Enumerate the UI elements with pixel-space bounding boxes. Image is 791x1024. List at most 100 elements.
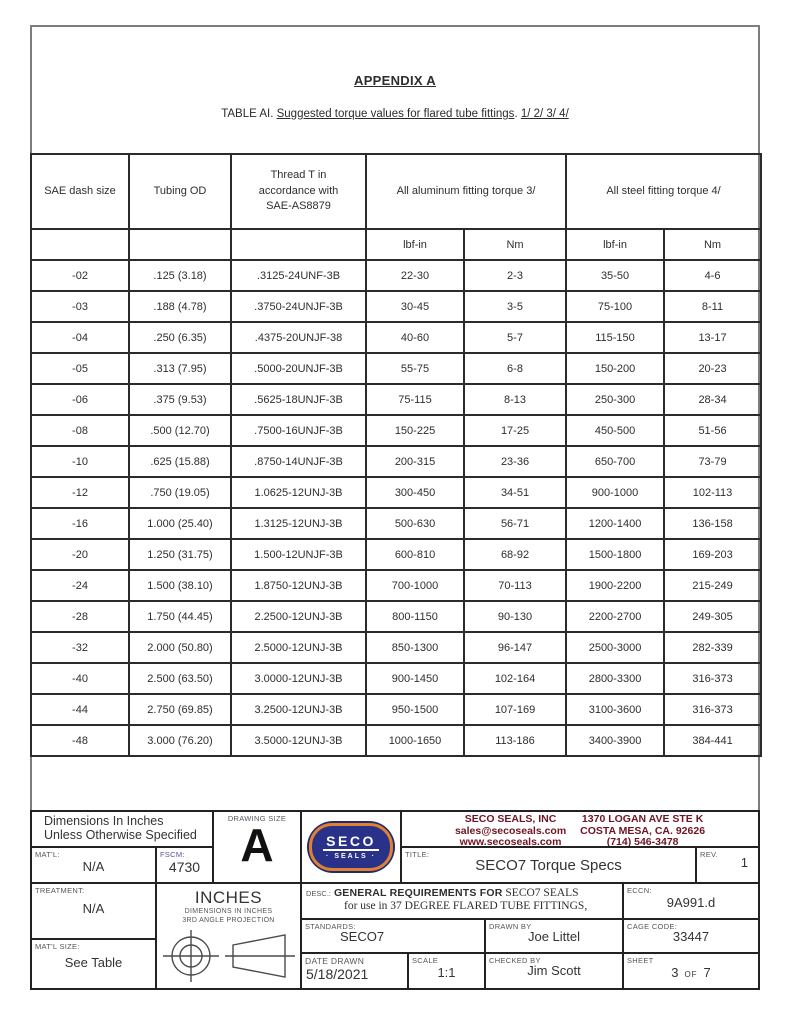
- cell-thread: 1.8750-12UNJ-3B: [230, 569, 367, 602]
- cell-steel-nm: 169-203: [663, 538, 763, 571]
- logo-orange-ring: SECO · SEALS ·: [309, 823, 393, 871]
- matl-size-value: See Table: [64, 955, 123, 970]
- cell-steel-nm: 316-373: [663, 662, 763, 695]
- cell-aluminum-lbf-in: 40-60: [365, 321, 465, 354]
- cell-steel-lbf-in: 2800-3300: [565, 662, 666, 695]
- cell-steel-nm: 249-305: [663, 600, 763, 633]
- dimensions-note: Dimensions In Inches Unless Otherwise Sp…: [32, 812, 212, 846]
- table-header-row: SAE dash size Tubing OD Thread T in acco…: [30, 153, 763, 230]
- drawing-size-value: A: [240, 819, 274, 871]
- cell-steel-nm: 316-373: [663, 693, 763, 726]
- description-line2: for use in 37 DEGREE FLARED TUBE FITTING…: [344, 900, 588, 912]
- logo-cell: SECO · SEALS ·: [300, 812, 400, 882]
- title-value: SECO7 Torque Specs: [475, 857, 622, 874]
- cell-tubing-od: 2.750 (69.85): [128, 693, 232, 726]
- sheet-of-text: OF: [684, 970, 698, 979]
- empty-cell: [30, 228, 130, 261]
- table-row: -05 .313 (7.95) .5000-20UNJF-3B 55-75 6-…: [30, 352, 763, 385]
- cell-steel-lbf-in: 3400-3900: [565, 724, 666, 757]
- matl-size-label: MAT'L SIZE:: [35, 942, 80, 951]
- cell-steel-lbf-in: 115-150: [565, 321, 666, 354]
- cage-code-value: 33447: [672, 929, 710, 944]
- date-drawn-cell: DATE DRAWN 5/18/2021: [300, 952, 407, 988]
- company-info-cell: SECO SEALS, INC sales@secoseals.com www.…: [400, 812, 758, 846]
- table-row: -48 3.000 (76.20) 3.5000-12UNJ-3B 1000-1…: [30, 724, 763, 757]
- cell-aluminum-nm: 3-5: [462, 290, 568, 323]
- scale-value: 1:1: [437, 965, 456, 980]
- cell-aluminum-lbf-in: 850-1300: [365, 631, 465, 664]
- cell-aluminum-nm: 2-3: [462, 259, 568, 292]
- table-row: -16 1.000 (25.40) 1.3125-12UNJ-3B 500-63…: [30, 507, 763, 540]
- company-contact-block: SECO SEALS, INC sales@secoseals.com www.…: [455, 813, 566, 846]
- cell-sae-dash-size: -05: [30, 352, 130, 385]
- cell-sae-dash-size: -28: [30, 600, 130, 633]
- appendix-title-text: APPENDIX A: [354, 73, 436, 88]
- cell-aluminum-nm: 107-169: [462, 693, 568, 726]
- cell-sae-dash-size: -32: [30, 631, 130, 664]
- matl-label: MAT'L:: [35, 850, 60, 859]
- unit-header-nm-aluminum: Nm: [462, 228, 568, 261]
- cell-steel-nm: 13-17: [663, 321, 763, 354]
- cell-tubing-od: .375 (9.53): [128, 383, 232, 416]
- cell-steel-nm: 8-11: [663, 290, 763, 323]
- cell-sae-dash-size: -16: [30, 507, 130, 540]
- appendix-title: APPENDIX A: [30, 73, 760, 88]
- torque-values-table: SAE dash size Tubing OD Thread T in acco…: [30, 153, 763, 757]
- cell-steel-nm: 282-339: [663, 631, 763, 664]
- matl-value: N/A: [82, 859, 105, 874]
- sheet-value: 3 OF 7: [624, 965, 758, 980]
- sheet-cell: SHEET 3 OF 7: [622, 952, 758, 988]
- cell-aluminum-lbf-in: 500-630: [365, 507, 465, 540]
- cell-aluminum-nm: 8-13: [462, 383, 568, 416]
- cell-steel-nm: 136-158: [663, 507, 763, 540]
- cell-steel-lbf-in: 150-200: [565, 352, 666, 385]
- cell-tubing-od: .250 (6.35): [128, 321, 232, 354]
- cell-thread: 3.0000-12UNJ-3B: [230, 662, 367, 695]
- cell-tubing-od: 1.000 (25.40): [128, 507, 232, 540]
- cell-thread: .3125-24UNF-3B: [230, 259, 367, 292]
- cage-code-cell: CAGE CODE: 33447: [622, 918, 758, 952]
- logo-outer-ring: SECO · SEALS ·: [307, 821, 395, 873]
- cell-thread: 3.5000-12UNJ-3B: [230, 724, 367, 757]
- table-row: -10 .625 (15.88) .8750-14UNJF-3B 200-315…: [30, 445, 763, 478]
- cell-aluminum-lbf-in: 900-1450: [365, 662, 465, 695]
- cell-thread: 1.500-12UNJF-3B: [230, 538, 367, 571]
- table-row: -24 1.500 (38.10) 1.8750-12UNJ-3B 700-10…: [30, 569, 763, 602]
- caption-underlined: Suggested torque values for flared tube …: [276, 108, 515, 120]
- cell-aluminum-lbf-in: 30-45: [365, 290, 465, 323]
- matl-cell: MAT'L: N/A: [32, 846, 155, 882]
- cell-steel-nm: 28-34: [663, 383, 763, 416]
- col-header-sae-dash-size: SAE dash size: [30, 153, 130, 230]
- cell-aluminum-nm: 113-186: [462, 724, 568, 757]
- eccn-cell: ECCN: 9A991.d: [622, 882, 758, 918]
- cell-thread: .4375-20UNJF-38: [230, 321, 367, 354]
- dimensions-note-line2: Unless Otherwise Specified: [44, 828, 197, 842]
- cell-tubing-od: .500 (12.70): [128, 414, 232, 447]
- company-address-block: 1370 LOGAN AVE STE K COSTA MESA, CA. 926…: [580, 813, 705, 846]
- caption-notes: 1/ 2/ 3/ 4/: [520, 108, 569, 120]
- cell-aluminum-nm: 17-25: [462, 414, 568, 447]
- drawing-size-cell: DRAWING SIZE A: [212, 812, 300, 882]
- cell-tubing-od: 2.000 (50.80): [128, 631, 232, 664]
- cell-thread: .7500-16UNJF-3B: [230, 414, 367, 447]
- table-units-row: lbf-in Nm lbf-in Nm: [30, 228, 763, 261]
- col-header-aluminum-torque: All aluminum fitting torque 3/: [364, 153, 568, 230]
- cell-tubing-od: 3.000 (76.20): [128, 724, 232, 757]
- treatment-cell: TREATMENT: N/A: [32, 882, 155, 938]
- cell-thread: 1.3125-12UNJ-3B: [230, 507, 367, 540]
- checked-by-cell: CHECKED BY Jim Scott: [484, 952, 622, 988]
- cell-sae-dash-size: -06: [30, 383, 130, 416]
- cell-aluminum-nm: 68-92: [462, 538, 568, 571]
- cell-tubing-od: 1.750 (44.45): [128, 600, 232, 633]
- checked-by-label: CHECKED BY: [489, 956, 541, 965]
- table-row: -44 2.750 (69.85) 3.2500-12UNJ-3B 950-15…: [30, 693, 763, 726]
- eccn-label: ECCN:: [627, 886, 652, 895]
- rev-value: 1: [740, 855, 748, 870]
- title-cell: TITLE: SECO7 Torque Specs: [400, 846, 695, 882]
- cell-aluminum-lbf-in: 55-75: [365, 352, 465, 385]
- description-serif-text: SECO7 SEALS: [505, 887, 579, 899]
- cell-steel-lbf-in: 1900-2200: [565, 569, 666, 602]
- units-subnote1: DIMENSIONS IN INCHES: [184, 908, 273, 915]
- cell-steel-nm: 51-56: [663, 414, 763, 447]
